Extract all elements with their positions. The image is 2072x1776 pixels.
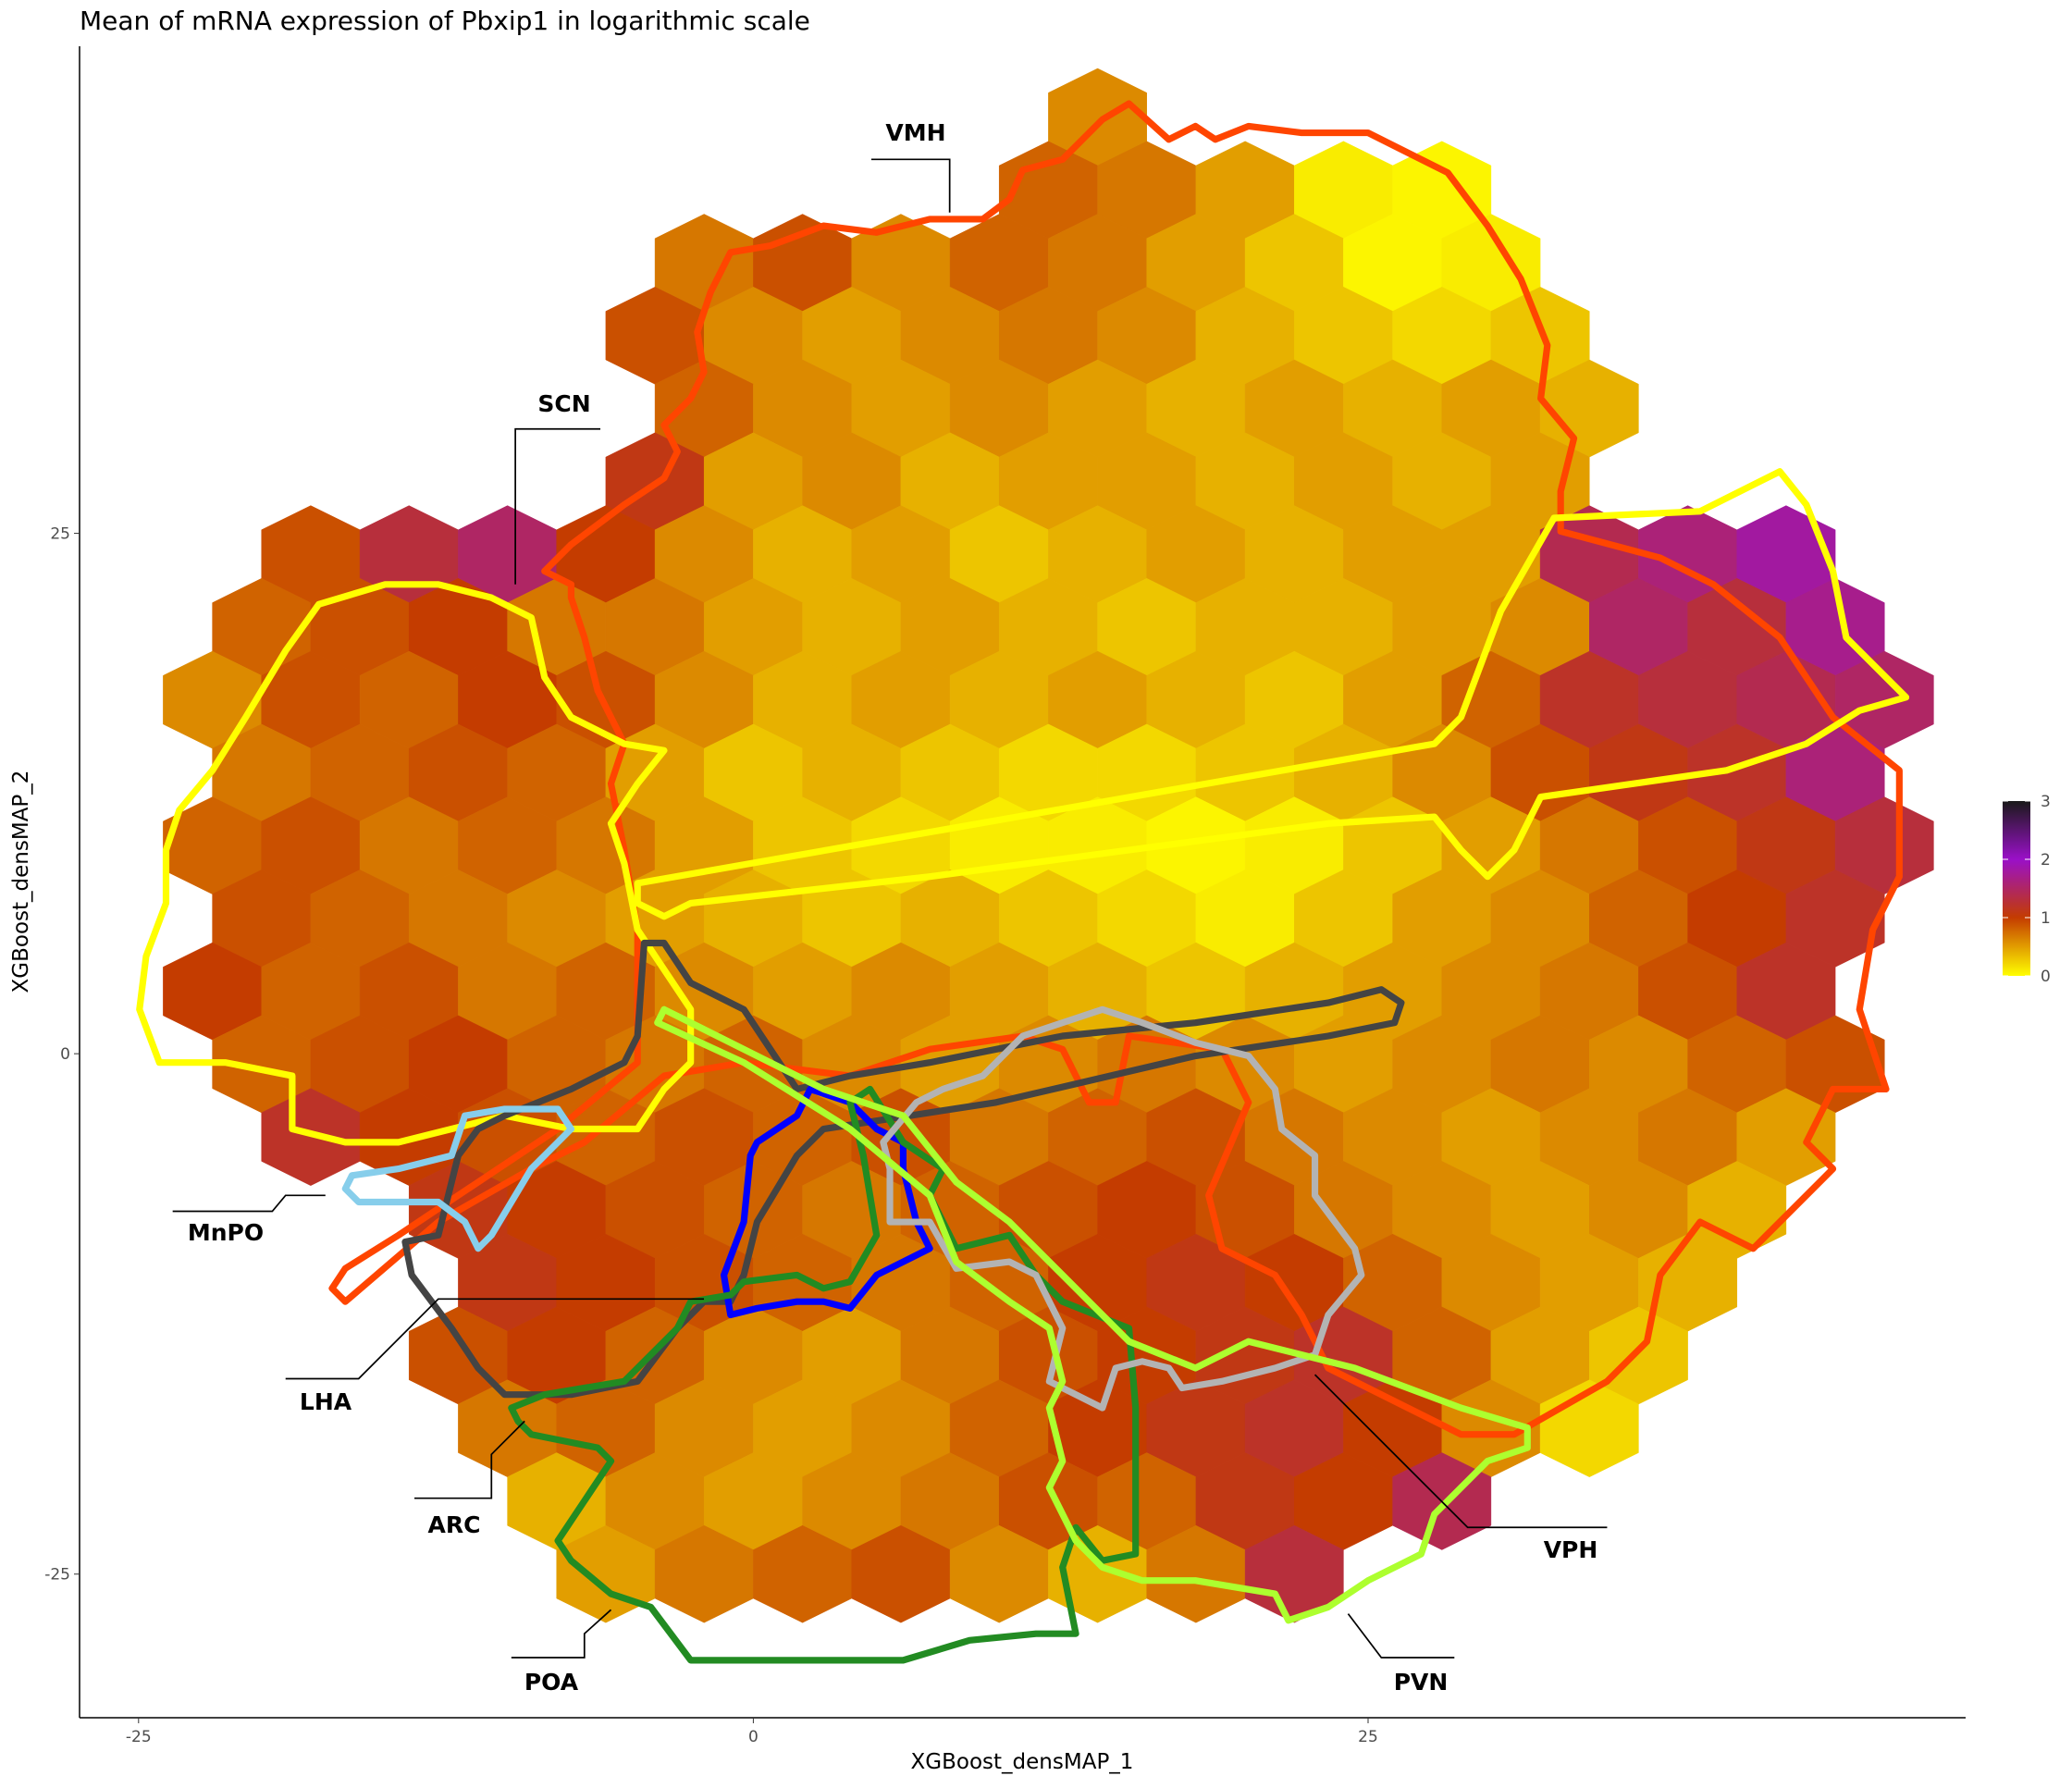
vmh-outline [328,100,1903,1438]
y-tick-label: -25 [44,1566,70,1585]
region-label: SCN [537,390,590,417]
leader-line [1314,1374,1608,1529]
mnpo-outline [341,1105,575,1252]
colorbar [2003,801,2030,976]
x-axis-title: XGBoost_densMAP_1 [911,1750,1134,1774]
leader-line [285,1298,705,1380]
leader-line [1347,1613,1455,1659]
lha-outline [401,939,1405,1399]
region-outlines [136,100,1910,1664]
vph-outline [880,1005,1365,1412]
x-tick-label: 0 [748,1728,758,1746]
region-label: VPH [1544,1536,1598,1563]
region-label: POA [524,1669,579,1696]
region-label: LHA [300,1388,352,1415]
chart-title: Mean of mRNA expression of Pbxip1 in log… [80,6,810,36]
x-tick-label: -25 [126,1728,152,1746]
y-tick-label: 0 [60,1045,70,1064]
hexbin-layer [163,68,1934,1623]
y-tick-label: 25 [50,525,70,544]
scn-outline [136,581,695,1146]
hex-cell [1244,1524,1344,1623]
region-label: VMH [885,119,945,146]
region-label: PVN [1394,1669,1449,1696]
leader-line [511,1609,612,1659]
leader-line [172,1194,326,1213]
poa-outline [508,1085,1140,1664]
leader-line [870,158,951,213]
leader-line [514,427,601,585]
x-tick-label: 25 [1358,1728,1378,1746]
colorbar-tick-label: 1 [2041,909,2051,928]
colorbar-tick-label: 0 [2041,968,2051,986]
colorbar-tick-label: 3 [2041,793,2051,811]
y-axis-title: XGBoost_densMAP_2 [9,771,33,993]
colorbar-tick-label: 2 [2041,851,2051,870]
pvn-outline [654,1005,1531,1624]
region-label: ARC [428,1511,481,1538]
leader-line [414,1420,525,1499]
region-label: MnPO [188,1219,264,1246]
scn-band-outline [634,468,1910,920]
